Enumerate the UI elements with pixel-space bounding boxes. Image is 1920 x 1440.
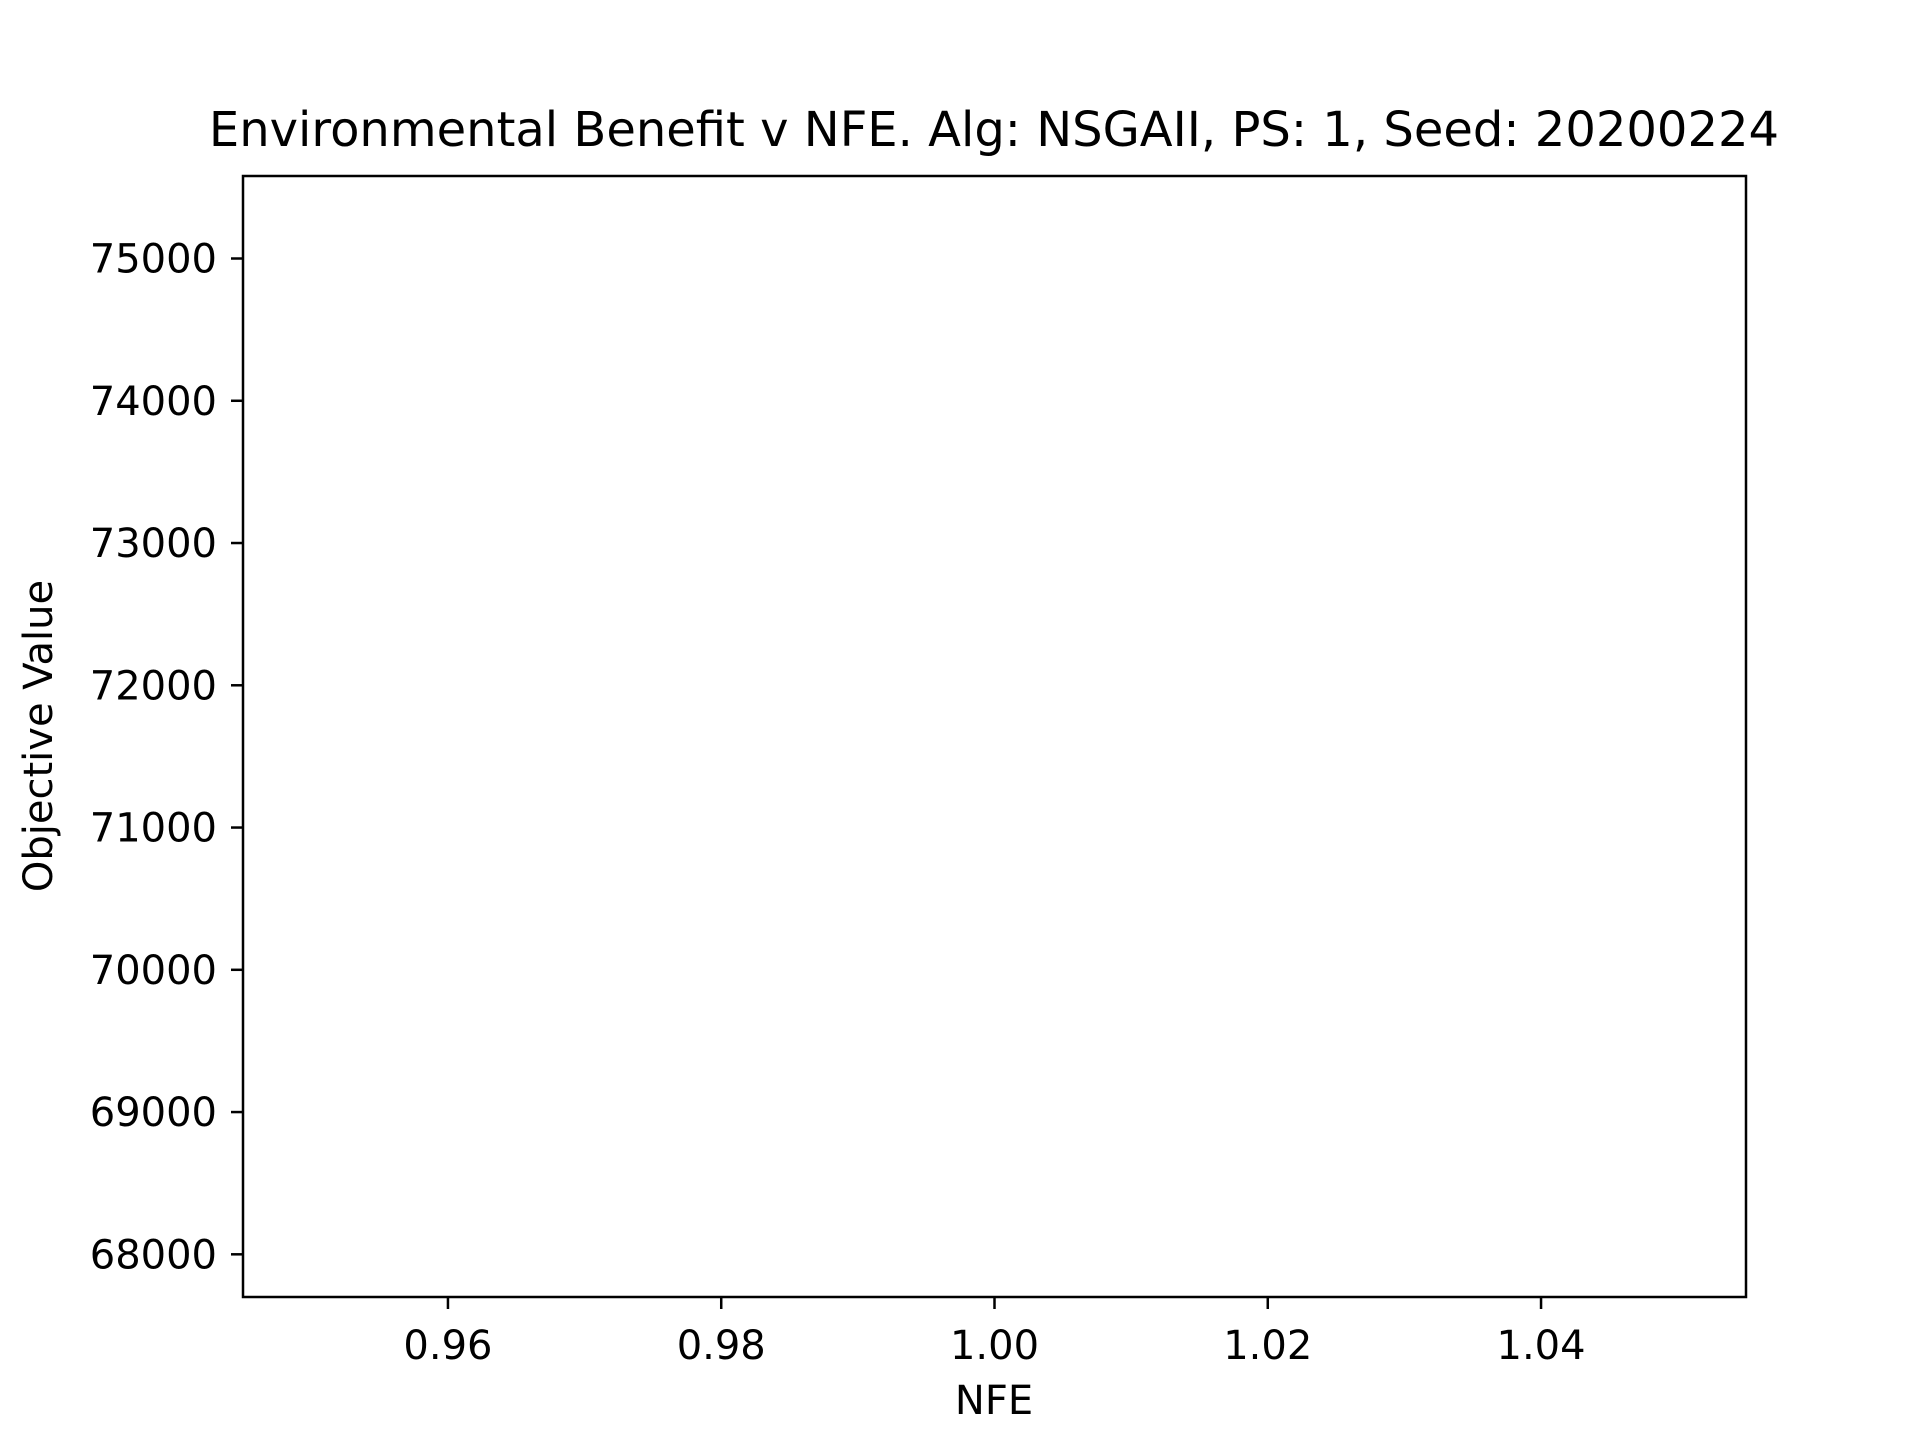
x-tick-label: 1.02: [1223, 1323, 1312, 1369]
x-tick-label: 1.00: [950, 1323, 1039, 1369]
chart-title: Environmental Benefit v NFE. Alg: NSGAII…: [209, 102, 1779, 158]
x-axis-label: NFE: [955, 1378, 1033, 1424]
x-tick-label: 0.98: [677, 1323, 766, 1369]
y-tick-label: 68000: [90, 1232, 217, 1278]
y-tick-label: 72000: [90, 663, 217, 709]
plot-area: [241, 174, 1748, 1299]
y-tick-label: 74000: [90, 379, 217, 425]
y-tick-label: 69000: [90, 1090, 217, 1136]
x-tick-label: 0.96: [403, 1323, 492, 1369]
y-axis-label: Objective Value: [16, 580, 62, 892]
y-axis: 68000 69000 70000 71000 72000 73000 74000 75000: [90, 237, 243, 1278]
x-tick-label: 1.04: [1497, 1323, 1586, 1369]
y-tick-label: 71000: [90, 806, 217, 852]
y-tick-label: 75000: [90, 237, 217, 283]
y-tick-label: 73000: [90, 521, 217, 567]
y-tick-label: 70000: [90, 948, 217, 994]
x-axis: 0.96 0.98 1.00 1.02 1.04: [403, 1297, 1586, 1369]
